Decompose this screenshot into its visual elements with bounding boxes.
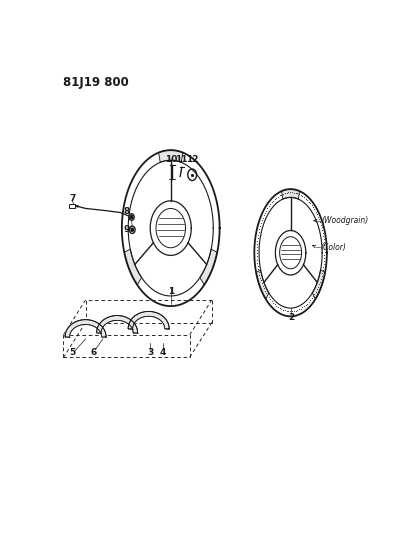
Text: 10: 10 (165, 155, 177, 164)
Text: (Color): (Color) (320, 244, 346, 252)
Text: (Woodgrain): (Woodgrain) (321, 216, 368, 225)
Text: 3: 3 (147, 349, 153, 358)
Text: 7: 7 (69, 194, 76, 203)
Polygon shape (65, 320, 106, 337)
Polygon shape (159, 150, 183, 163)
Text: 5: 5 (69, 349, 75, 358)
Bar (69, 204, 75, 208)
Circle shape (130, 215, 133, 219)
Text: 8: 8 (123, 207, 130, 216)
Text: 6: 6 (90, 349, 96, 358)
Polygon shape (256, 270, 269, 299)
Circle shape (131, 228, 133, 231)
Polygon shape (124, 249, 142, 285)
Polygon shape (128, 311, 169, 329)
Polygon shape (96, 316, 138, 333)
Polygon shape (312, 270, 325, 299)
Text: 12: 12 (186, 155, 199, 164)
Polygon shape (282, 189, 300, 199)
Text: 1: 1 (168, 287, 174, 296)
Circle shape (129, 226, 135, 233)
Circle shape (129, 214, 134, 220)
Text: 4: 4 (160, 348, 166, 357)
Text: 9: 9 (123, 225, 130, 235)
Polygon shape (200, 249, 217, 285)
Text: 81J19 800: 81J19 800 (63, 76, 129, 89)
Text: 11: 11 (175, 155, 188, 164)
Text: 2: 2 (288, 313, 294, 322)
